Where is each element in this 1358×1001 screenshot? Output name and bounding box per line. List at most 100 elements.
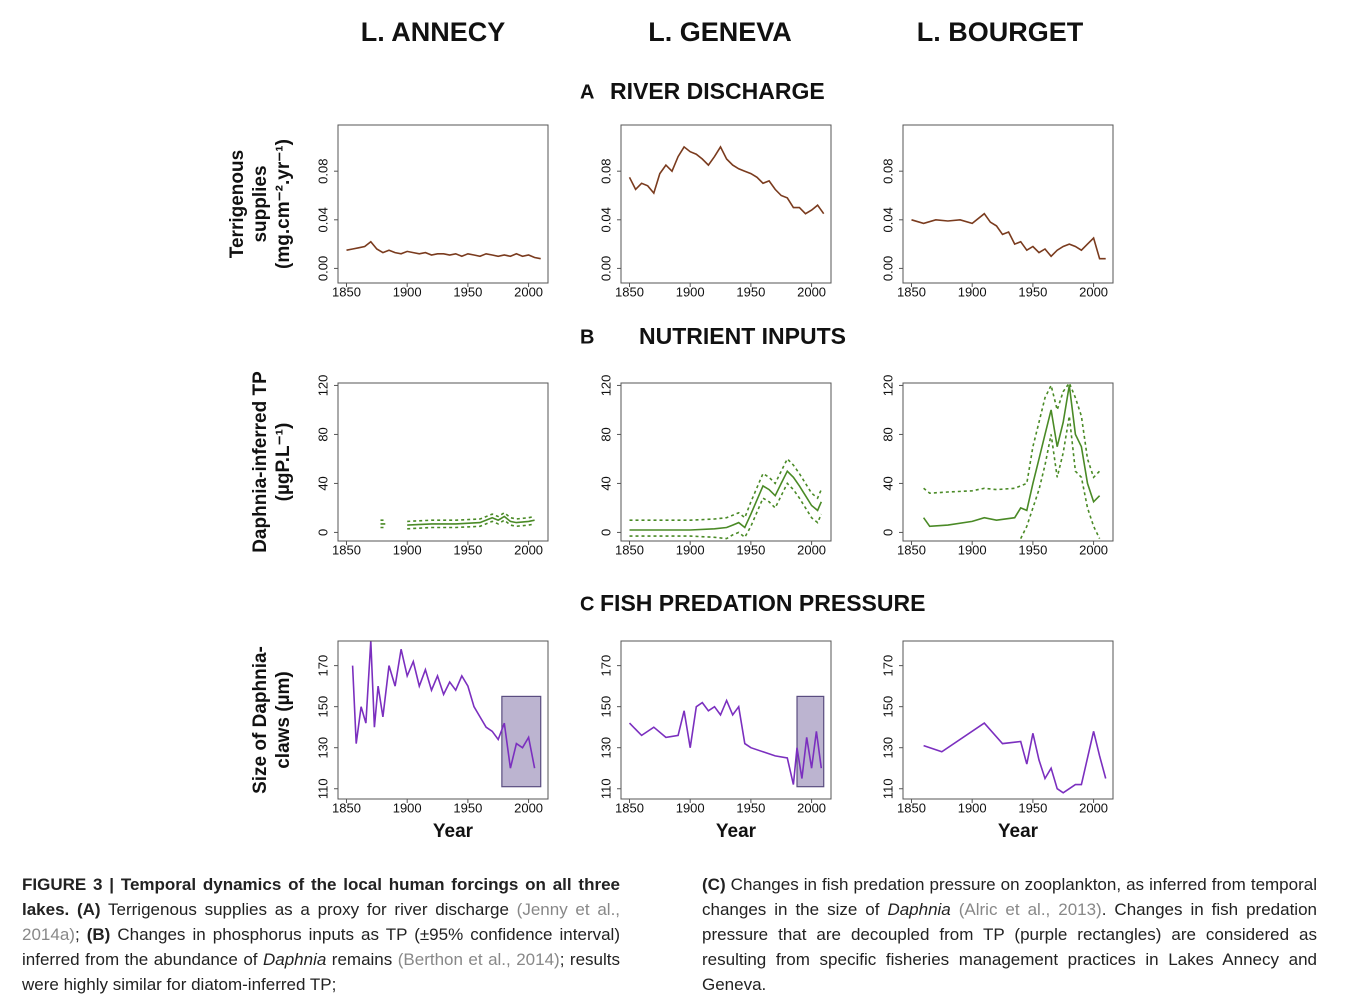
- x-tick-label: 1950: [453, 542, 482, 557]
- y-tick-label: 0.04: [880, 207, 895, 232]
- caption-right: (C) Changes in fish predation pressure o…: [702, 872, 1317, 997]
- section-title: RIVER DISCHARGE: [610, 78, 825, 104]
- y-tick-label: 110: [598, 778, 613, 799]
- caption-text: remains: [326, 950, 398, 969]
- x-tick-label: 2000: [797, 800, 826, 815]
- y-tick-label: 0: [880, 529, 895, 536]
- y-tick-label: 120: [880, 375, 895, 397]
- y-axis-label: Daphnia-inferred TP: [250, 371, 271, 553]
- y-tick-label: 0.08: [880, 159, 895, 184]
- y-axis-label: Terrigenous: [227, 150, 248, 258]
- plot-frame: [902, 640, 1114, 800]
- column-title: L. BOURGET: [917, 17, 1084, 47]
- x-tick-label: 1850: [615, 284, 644, 299]
- y-tick-label: 40: [598, 476, 613, 490]
- y-tick-label: 40: [880, 476, 895, 490]
- caption-text: ; results were highly similar for diatom…: [22, 950, 620, 994]
- y-tick-label: 0.04: [598, 207, 613, 232]
- figure: L. ANNECY L. GENEVA L. BOURGET A RIVER DISCH…: [227, 17, 1114, 842]
- y-tick-label: 170: [880, 655, 895, 677]
- data-line: [629, 469, 823, 531]
- x-tick-label: 2000: [1079, 542, 1108, 557]
- y-tick-label: 170: [598, 655, 613, 677]
- x-tick-label: 1950: [1018, 542, 1047, 557]
- y-tick-label: 150: [315, 696, 330, 718]
- y-tick-label: 0.04: [315, 207, 330, 232]
- data-line: [628, 145, 825, 215]
- section-letter: C: [580, 593, 594, 615]
- data-line: [923, 722, 1107, 794]
- x-tick-label: 2000: [514, 800, 543, 815]
- x-tick-label: 1950: [736, 800, 765, 815]
- plot-frame: [337, 382, 549, 542]
- y-axis-label: Size of Daphnia-: [250, 646, 271, 794]
- x-tick-label: 1900: [393, 800, 422, 815]
- y-tick-label: 80: [880, 427, 895, 441]
- y-tick-label: 80: [315, 427, 330, 441]
- data-line: [351, 641, 536, 769]
- x-tick-label: 1900: [958, 284, 987, 299]
- caption-text: (Berthon et al., 2014): [397, 950, 560, 969]
- x-tick-label: 1950: [453, 800, 482, 815]
- x-tick-label: 1850: [615, 800, 644, 815]
- plot-frame: [620, 640, 832, 800]
- y-tick-label: 0.00: [315, 256, 330, 281]
- y-axis-label: (mg.cm⁻².yr⁻¹): [273, 139, 294, 269]
- plot-area: [629, 457, 823, 540]
- section-letter: B: [580, 326, 594, 348]
- y-tick-label: 130: [598, 737, 613, 759]
- caption-text: (B): [86, 925, 111, 944]
- highlight-rect: [501, 695, 542, 788]
- column-title: L. GENEVA: [648, 17, 792, 47]
- caption-left: FIGURE 3 | Temporal dynamics of the loca…: [22, 872, 620, 997]
- data-line: [346, 240, 541, 260]
- caption-text: Changes in fish predation pressure on zo…: [702, 875, 1317, 919]
- plot-area: [380, 511, 535, 530]
- caption-text: (Jenny et al., 2014a): [22, 900, 620, 944]
- x-tick-label: 1850: [897, 284, 926, 299]
- y-tick-label: 0.00: [598, 256, 613, 281]
- y-tick-label: 110: [315, 778, 330, 799]
- caption-text: Daphnia: [887, 900, 951, 919]
- x-tick-label: 1850: [332, 542, 361, 557]
- plot-frame: [337, 124, 549, 284]
- caption-text: Changes in phosphorus inputs as TP (±95%…: [22, 925, 620, 969]
- plot-frame: [902, 382, 1114, 542]
- data-line: [922, 385, 1101, 528]
- x-tick-label: 2000: [797, 284, 826, 299]
- plot-area: [911, 212, 1106, 260]
- x-tick-label: 2000: [514, 542, 543, 557]
- plot-frame: [337, 640, 549, 800]
- y-axis-label: (µgP.L⁻¹): [273, 423, 294, 502]
- y-tick-label: 0: [315, 529, 330, 536]
- data-line: [380, 511, 535, 523]
- x-tick-label: 1950: [453, 284, 482, 299]
- data-line: [380, 519, 535, 530]
- plot-area: [628, 145, 825, 215]
- x-tick-label: 1950: [736, 284, 765, 299]
- caption-text: ;: [74, 925, 87, 944]
- data-line: [380, 515, 535, 526]
- x-tick-label: 2000: [1079, 800, 1108, 815]
- plot-area: [923, 722, 1107, 794]
- x-tick-label: 1850: [897, 800, 926, 815]
- y-tick-label: 120: [598, 375, 613, 397]
- x-tick-label: 1900: [958, 542, 987, 557]
- x-tick-label: 1900: [958, 800, 987, 815]
- data-line: [911, 212, 1106, 260]
- x-tick-label: 1850: [332, 800, 361, 815]
- caption-text: Terrigenous supplies as a proxy for rive…: [100, 900, 517, 919]
- y-tick-label: 0.08: [598, 159, 613, 184]
- y-tick-label: 150: [598, 696, 613, 718]
- x-tick-label: 2000: [514, 284, 543, 299]
- x-tick-label: 1950: [1018, 800, 1047, 815]
- caption-text: (Alric et al., 2013): [950, 900, 1102, 919]
- x-tick-label: 1900: [393, 542, 422, 557]
- section-title: NUTRIENT INPUTS: [639, 323, 846, 349]
- x-tick-label: 2000: [797, 542, 826, 557]
- caption-text: . Changes in fish predation pressure tha…: [702, 900, 1317, 994]
- data-line: [628, 698, 823, 785]
- x-axis-label: Year: [998, 821, 1039, 842]
- section-letter: A: [580, 81, 594, 103]
